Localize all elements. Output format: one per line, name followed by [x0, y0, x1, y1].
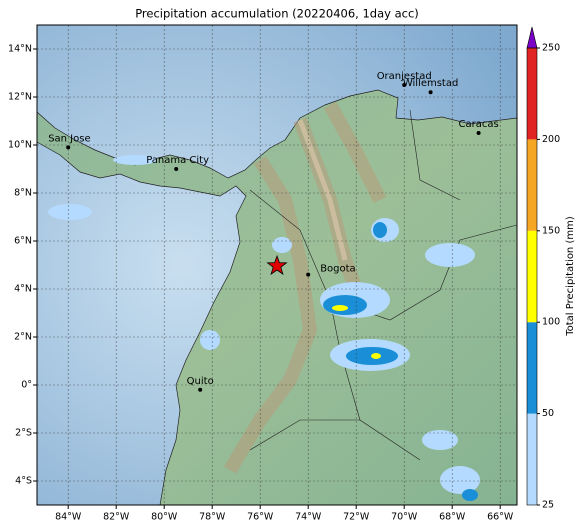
y-tick-label: 2°N	[14, 332, 32, 343]
city-marker	[174, 167, 178, 171]
city-marker	[66, 145, 70, 149]
colorbar-segment	[527, 48, 537, 139]
y-tick-label: 8°N	[14, 188, 32, 199]
x-tick-label: 70°W	[391, 512, 418, 523]
colorbar-label: Total Precipitation (mm)	[565, 216, 576, 337]
y-tick-label: 10°N	[8, 140, 32, 151]
x-tick-label: 68°W	[439, 512, 466, 523]
x-tick-label: 74°W	[295, 512, 322, 523]
y-tick-label: 6°N	[14, 236, 32, 247]
y-tick-label: 0°	[21, 380, 32, 391]
colorbar-tick-label: 25	[542, 500, 554, 511]
x-tick-label: 82°W	[103, 512, 130, 523]
city-label: Panama City	[146, 155, 209, 166]
colorbar-segment	[527, 322, 537, 413]
colorbar-tick-label: 50	[542, 408, 554, 419]
city-marker	[477, 131, 481, 135]
colorbar-tick-label: 150	[542, 225, 560, 236]
colorbar-extend	[527, 27, 537, 48]
x-tick-label: 76°W	[247, 512, 274, 523]
city-label: Bogota	[320, 264, 356, 275]
city-marker	[306, 273, 310, 277]
city-label: Willemstad	[403, 78, 459, 89]
y-tick-label: 12°N	[8, 92, 32, 103]
city-marker	[198, 388, 202, 392]
y-tick-label: 4°S	[15, 476, 32, 487]
city-label: San Jose	[48, 133, 90, 144]
y-tick-label: 2°S	[15, 428, 32, 439]
colorbar: 25 50 100 150 200 250	[527, 27, 560, 511]
colorbar-segment	[527, 231, 537, 322]
x-tick-label: 78°W	[199, 512, 226, 523]
city-marker	[429, 90, 433, 94]
y-tick-label: 4°N	[14, 284, 32, 295]
colorbar-segment	[527, 139, 537, 230]
y-tick-label: 14°N	[8, 44, 32, 55]
x-tick-label: 66°W	[487, 512, 514, 523]
x-tick-label: 84°W	[55, 512, 82, 523]
map-area: San JosePanama CityBogotaQuitoOranjestad…	[37, 25, 517, 505]
city-label: Quito	[187, 376, 214, 387]
colorbar-tick-label: 100	[542, 317, 560, 328]
colorbar-tick-label: 250	[542, 43, 560, 54]
colorbar-tick-label: 200	[542, 134, 560, 145]
x-tick-label: 80°W	[151, 512, 178, 523]
title: Precipitation accumulation (20220406, 1d…	[135, 7, 419, 21]
city-label: Caracas	[459, 119, 499, 130]
colorbar-segment	[527, 414, 537, 505]
x-tick-label: 72°W	[343, 512, 370, 523]
